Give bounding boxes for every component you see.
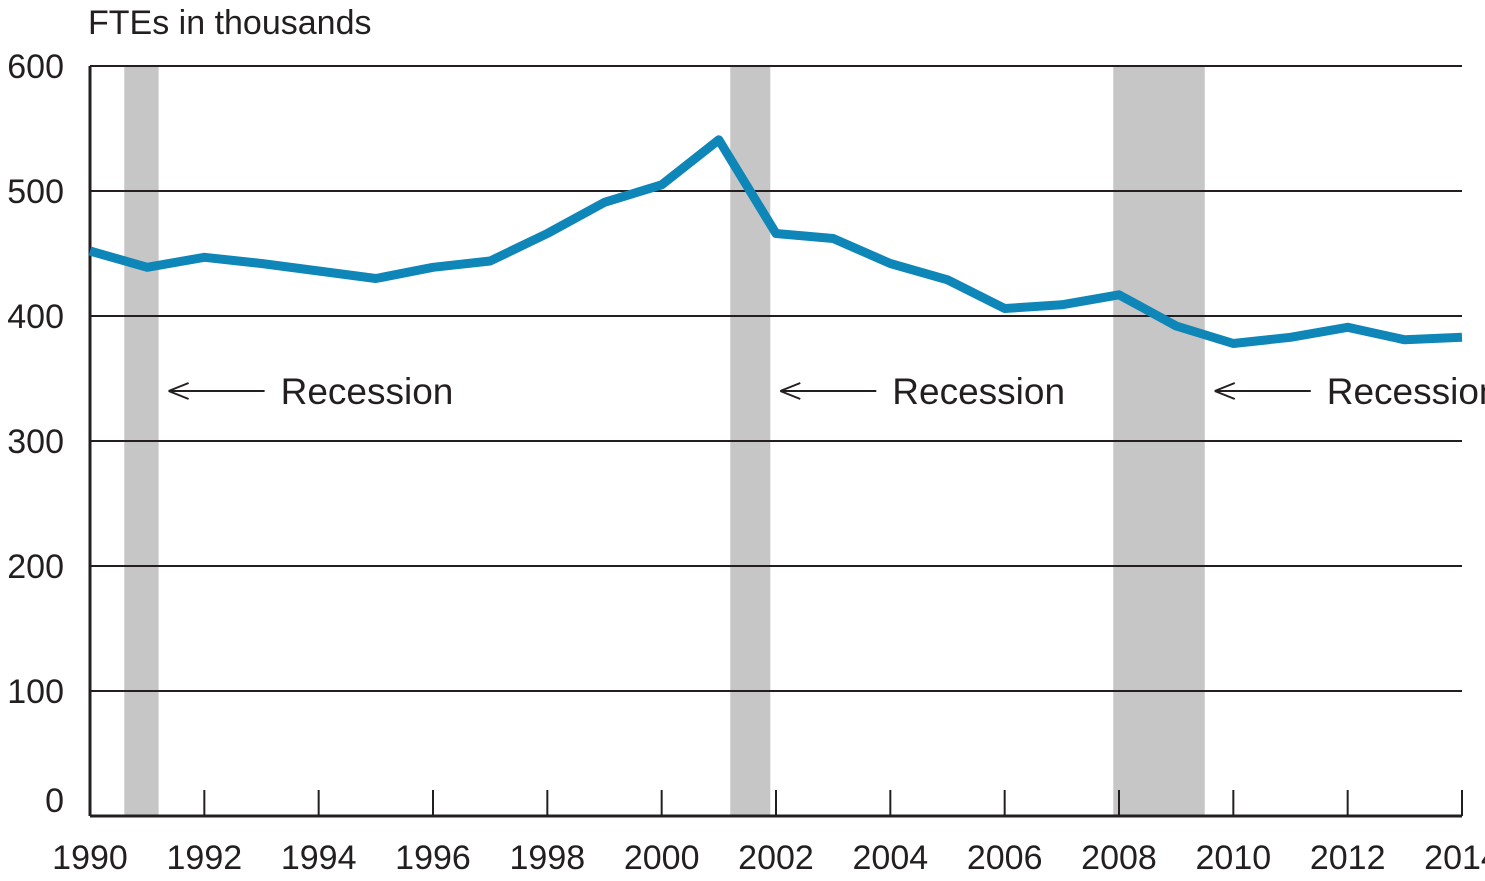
x-tick-label: 2000 [624,839,700,877]
x-tick-label: 2010 [1196,839,1272,877]
left-arrow-icon [779,382,801,400]
x-tick-label: 1996 [395,839,471,877]
series-lines [88,135,1463,348]
x-tick-label: 1992 [167,839,243,877]
x-tick-label: 2012 [1310,839,1386,877]
x-tick-label: 1998 [510,839,586,877]
y-tick-label: 600 [7,48,64,86]
x-tick-label: 2008 [1081,839,1157,877]
y-tick-label: 300 [7,423,64,461]
recession-annotation-3: Recession [1214,371,1485,412]
gridlines [90,65,1462,692]
x-tick-label: 2014 [1424,839,1485,877]
y-tick-label: 200 [7,548,64,586]
recession-annotation-1: Recession [168,371,454,412]
x-tick-label: 2006 [967,839,1043,877]
y-tick-label: 500 [7,173,64,211]
recession-label: Recession [281,371,454,412]
left-arrow-icon [1214,382,1236,400]
x-tick-label: 2002 [738,839,814,877]
y-tick-label: 0 [45,782,64,820]
recession-annotations: Recession Recession Recession [168,371,1485,412]
x-tick-label: 1994 [281,839,357,877]
recession-label: Recession [1327,371,1485,412]
x-tick-label: 1990 [52,839,128,877]
x-tick-label: 2004 [853,839,929,877]
recession-label: Recession [892,371,1065,412]
y-tick-label: 100 [7,673,64,711]
series-line-1 [88,135,1463,348]
y-axis-title: FTEs in thousands [88,4,371,42]
recession-annotation-2: Recession [779,371,1065,412]
y-tick-label: 400 [7,298,64,336]
axes: 0 100 200 300 400 500 600 1990 1992 1994 1996 1998 2… [7,48,1485,877]
left-arrow-icon [168,382,189,400]
